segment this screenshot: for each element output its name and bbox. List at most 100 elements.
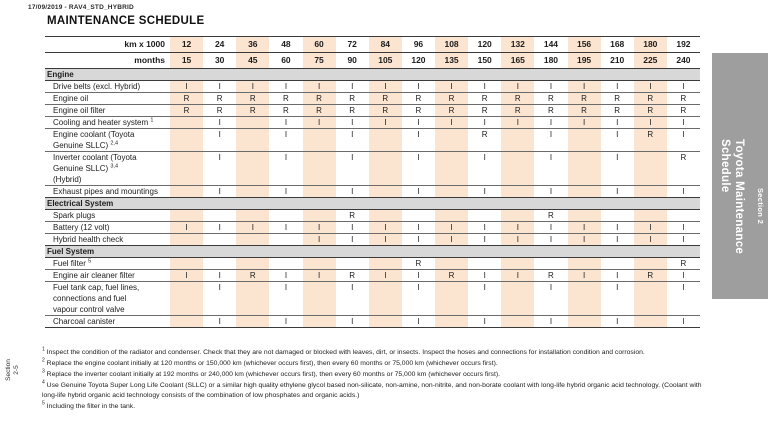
schedule-cell: I xyxy=(401,116,435,129)
schedule-cell: I xyxy=(203,151,237,186)
schedule-cell: I xyxy=(401,128,435,152)
table-row: Battery (12 volt) I I I I I I I I I I I I I I I I xyxy=(45,221,700,234)
schedule-cell xyxy=(633,281,667,316)
schedule-cell xyxy=(666,209,700,222)
schedule-cell: I xyxy=(302,269,336,282)
schedule-cell xyxy=(335,257,369,270)
schedule-cell: R xyxy=(534,104,568,117)
schedule-cell: I xyxy=(368,233,402,246)
schedule-cell: I xyxy=(600,233,634,246)
schedule-cell: I xyxy=(468,269,502,282)
schedule-cell xyxy=(170,209,204,222)
schedule-cell xyxy=(269,233,303,246)
schedule-cell: I xyxy=(468,116,502,129)
schedule-cell: I xyxy=(468,281,502,316)
schedule-cell: R xyxy=(666,104,700,117)
schedule-cell xyxy=(633,315,667,328)
row-label: Engine oil xyxy=(45,92,170,105)
schedule-cell: I xyxy=(666,233,700,246)
row-label-line: Engine coolant (Toyota xyxy=(53,130,135,139)
schedule-cell: I xyxy=(633,116,667,129)
schedule-cell: I xyxy=(468,151,502,186)
table-row: Exhaust pipes and mountings I I I I I I I I xyxy=(45,185,700,198)
months-header-value-cell: 225 xyxy=(633,52,667,69)
sidebar-title: Toyota Maintenance Schedule xyxy=(719,139,745,255)
schedule-cell: R xyxy=(170,92,204,105)
footnote-5: 5 Including the filter in the tank. xyxy=(42,400,136,410)
schedule-cell: I xyxy=(534,315,568,328)
km-header-row: km x 1000 12 24 36 48 60 72 84 96 108 120 132 144 156… xyxy=(45,36,700,53)
table-row: Hybrid health check I I I I I I I I I I I I xyxy=(45,233,700,246)
sidebar-section-label: Section 2 xyxy=(756,188,765,225)
schedule-cell: I xyxy=(335,221,369,234)
km-header-value-cell: 24 xyxy=(203,36,237,53)
schedule-cell xyxy=(302,257,336,270)
schedule-cell: R xyxy=(401,257,435,270)
schedule-cell: R xyxy=(236,92,270,105)
schedule-cell: I xyxy=(666,221,700,234)
schedule-cell: I xyxy=(567,233,601,246)
row-label-line: Genuine SLLC) 3,4 xyxy=(53,163,119,173)
schedule-cell: I xyxy=(534,80,568,93)
schedule-cell: I xyxy=(269,80,303,93)
footnote-marker: 3,4 xyxy=(110,163,119,170)
km-header-value-cell: 36 xyxy=(236,36,270,53)
schedule-cell: R xyxy=(435,269,469,282)
schedule-cell xyxy=(501,257,535,270)
schedule-cell: I xyxy=(203,281,237,316)
schedule-cell xyxy=(170,257,204,270)
row-label: Hybrid health check xyxy=(45,233,170,246)
schedule-cell: I xyxy=(236,221,270,234)
row-label-line: Charcoal canister xyxy=(53,317,116,326)
table-row: Drive belts (excl. Hybrid) I I I I I I I I I I I I I I… xyxy=(45,80,700,93)
schedule-cell xyxy=(567,281,601,316)
schedule-cell xyxy=(170,315,204,328)
schedule-cell: I xyxy=(666,281,700,316)
schedule-cell xyxy=(236,315,270,328)
table-row: Engine oil R R R R R R R R R R R R R R R R xyxy=(45,92,700,105)
schedule-cell: I xyxy=(335,185,369,198)
schedule-cell xyxy=(435,315,469,328)
row-label: Cooling and heater system 1 xyxy=(45,116,170,129)
months-header-value-cell: 150 xyxy=(468,52,502,69)
schedule-cell: R xyxy=(401,92,435,105)
section-title: Electrical System xyxy=(45,197,700,210)
table-row: Engine air cleaner filter I I R I I R I I R I I R I I R… xyxy=(45,269,700,282)
schedule-cell xyxy=(170,185,204,198)
schedule-cell: I xyxy=(600,80,634,93)
schedule-cell xyxy=(435,151,469,186)
km-header-value-cell: 48 xyxy=(269,36,303,53)
section-title: Engine xyxy=(45,68,700,81)
footnotes: 1 Inspect the condition of the radiator … xyxy=(42,347,706,413)
footnote-number: 4 xyxy=(42,380,45,387)
footnote-4: 4 Use Genuine Toyota Super Long Life Coo… xyxy=(42,380,702,399)
schedule-cell: I xyxy=(368,116,402,129)
schedule-cell: I xyxy=(633,233,667,246)
table-row: Engine oil filter R R R R R R R R R R R R R R R R xyxy=(45,104,700,117)
footnote-number: 2 xyxy=(42,357,45,364)
schedule-cell: I xyxy=(203,116,237,129)
table-row: Engine coolant (Toyota Genuine SLLC) 2,4 I… xyxy=(45,128,700,152)
schedule-cell xyxy=(368,185,402,198)
schedule-cell xyxy=(435,257,469,270)
schedule-cell: I xyxy=(203,80,237,93)
schedule-cell: I xyxy=(534,233,568,246)
table-row: Inverter coolant (Toyota Genuine SLLC) 3,… xyxy=(45,151,700,186)
document-reference: 17/09/2019 - RAV4_STD_HYBRID xyxy=(28,4,134,11)
schedule-cell: I xyxy=(567,80,601,93)
schedule-cell: I xyxy=(633,221,667,234)
schedule-cell xyxy=(236,185,270,198)
km-header-value-cell: 180 xyxy=(633,36,667,53)
schedule-cell: I xyxy=(203,315,237,328)
schedule-cell: I xyxy=(666,116,700,129)
schedule-cell xyxy=(368,151,402,186)
schedule-cell xyxy=(501,151,535,186)
months-header-value-cell: 165 xyxy=(501,52,535,69)
schedule-cell: R xyxy=(501,104,535,117)
schedule-cell: R xyxy=(567,92,601,105)
row-label-line: vapour control valve xyxy=(53,305,125,314)
row-label-line: Hybrid health check xyxy=(53,235,124,244)
schedule-cell xyxy=(567,185,601,198)
